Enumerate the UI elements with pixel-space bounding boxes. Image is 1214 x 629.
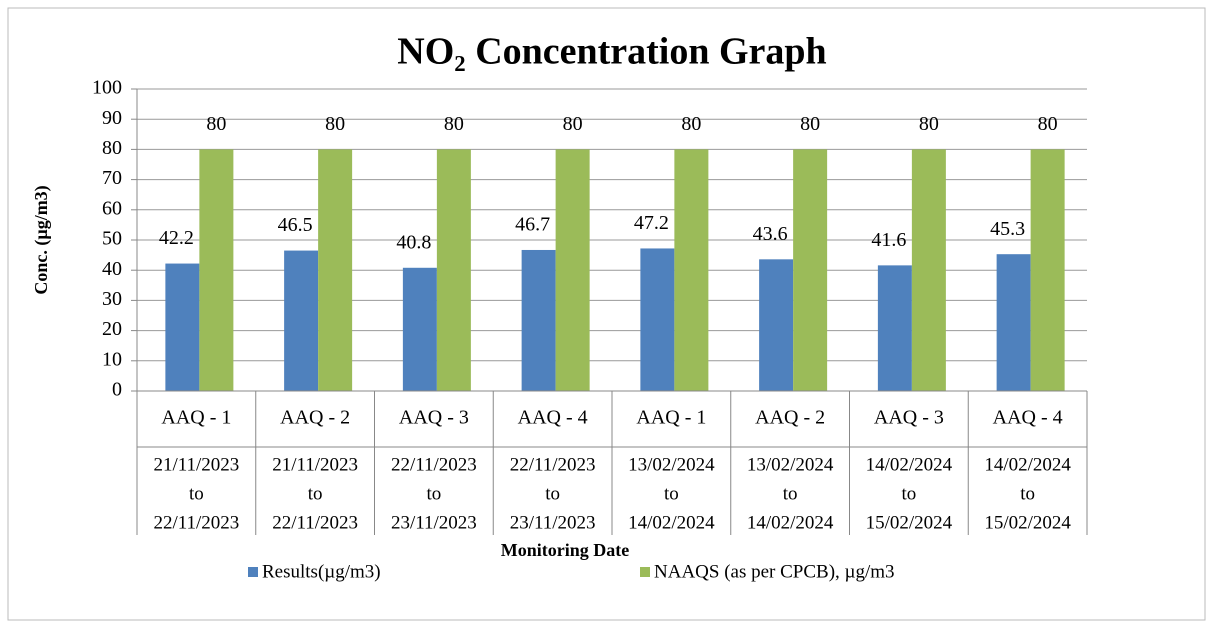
x-tick-label: AAQ - 3 (399, 407, 469, 429)
y-tick-label: 40 (102, 258, 122, 280)
y-tick-label: 70 (102, 167, 122, 189)
x-tick-sublabel: 14/02/2024 (628, 512, 715, 533)
bar (284, 250, 319, 391)
data-label: 80 (206, 113, 226, 135)
x-tick-sublabel: 22/11/2023 (391, 454, 477, 475)
x-tick-sublabel: 14/02/2024 (747, 512, 834, 533)
bar (996, 254, 1031, 391)
bar (436, 149, 471, 391)
bar (402, 267, 437, 391)
x-tick-sublabel: to (1020, 483, 1035, 504)
x-tick-label: AAQ - 4 (993, 407, 1063, 429)
x-tick-sublabel: to (426, 483, 441, 504)
bar (911, 149, 946, 391)
x-tick-sublabel: to (545, 483, 560, 504)
x-tick-sublabel: 23/11/2023 (391, 512, 477, 533)
legend-swatch (248, 567, 258, 577)
legend-swatch (640, 567, 650, 577)
bar (674, 149, 709, 391)
x-tick-sublabel: to (664, 483, 679, 504)
bar (318, 149, 353, 391)
data-label: 80 (444, 113, 464, 135)
data-label: 80 (325, 113, 345, 135)
data-label: 80 (800, 113, 820, 135)
y-tick-label: 30 (102, 288, 122, 310)
x-tick-sublabel: 22/11/2023 (153, 512, 239, 533)
bar (199, 149, 234, 391)
x-tick-label: AAQ - 1 (161, 407, 231, 429)
bar (877, 265, 912, 391)
y-tick-label: 60 (102, 197, 122, 219)
x-tick-sublabel: to (308, 483, 323, 504)
x-tick-sublabel: 21/11/2023 (153, 454, 239, 475)
data-label: 43.6 (753, 223, 788, 245)
x-tick-sublabel: 14/02/2024 (984, 454, 1071, 475)
bar (555, 149, 590, 391)
x-tick-sublabel: 14/02/2024 (866, 454, 953, 475)
data-label: 42.2 (159, 227, 194, 249)
x-tick-sublabel: 21/11/2023 (272, 454, 358, 475)
x-tick-sublabel: 23/11/2023 (510, 512, 596, 533)
data-label: 80 (919, 113, 939, 135)
y-axis-title: Conc. (µg/m3) (31, 185, 52, 294)
data-label: 80 (563, 113, 583, 135)
y-tick-label: 80 (102, 137, 122, 159)
x-tick-label: AAQ - 4 (518, 407, 588, 429)
x-tick-label: AAQ - 3 (874, 407, 944, 429)
data-label: 40.8 (396, 231, 431, 253)
y-tick-label: 10 (102, 348, 122, 370)
bar (759, 259, 794, 391)
y-tick-label: 50 (102, 228, 122, 250)
data-label: 41.6 (871, 229, 906, 251)
data-label: 46.7 (515, 214, 550, 236)
legend-label: Results(µg/m3) (262, 561, 381, 582)
bar (640, 248, 675, 391)
x-tick-sublabel: 15/02/2024 (984, 512, 1071, 533)
bar (521, 249, 556, 391)
data-label: 80 (681, 113, 701, 135)
data-label: 47.2 (634, 212, 669, 234)
x-tick-label: AAQ - 2 (280, 407, 350, 429)
data-label: 46.5 (278, 214, 313, 236)
y-tick-label: 90 (102, 107, 122, 129)
chart-title: NO₂ Concentration Graph (397, 31, 826, 73)
x-tick-sublabel: to (189, 483, 204, 504)
x-tick-sublabel: 22/11/2023 (272, 512, 358, 533)
y-tick-label: 0 (112, 379, 122, 401)
x-tick-sublabel: 13/02/2024 (628, 454, 715, 475)
y-tick-label: 20 (102, 318, 122, 340)
x-tick-sublabel: 22/11/2023 (510, 454, 596, 475)
x-tick-sublabel: to (783, 483, 798, 504)
bar (1030, 149, 1065, 391)
bar (165, 263, 200, 391)
x-axis-title: Monitoring Date (501, 540, 629, 560)
legend-label: NAAQS (as per CPCB), µg/m3 (654, 561, 895, 582)
x-tick-sublabel: to (901, 483, 916, 504)
y-tick-label: 100 (92, 77, 122, 99)
x-tick-label: AAQ - 2 (755, 407, 825, 429)
data-label: 45.3 (990, 218, 1025, 240)
x-tick-sublabel: 13/02/2024 (747, 454, 834, 475)
bar (793, 149, 828, 391)
data-label: 80 (1038, 113, 1058, 135)
x-tick-sublabel: 15/02/2024 (866, 512, 953, 533)
x-tick-label: AAQ - 1 (636, 407, 706, 429)
